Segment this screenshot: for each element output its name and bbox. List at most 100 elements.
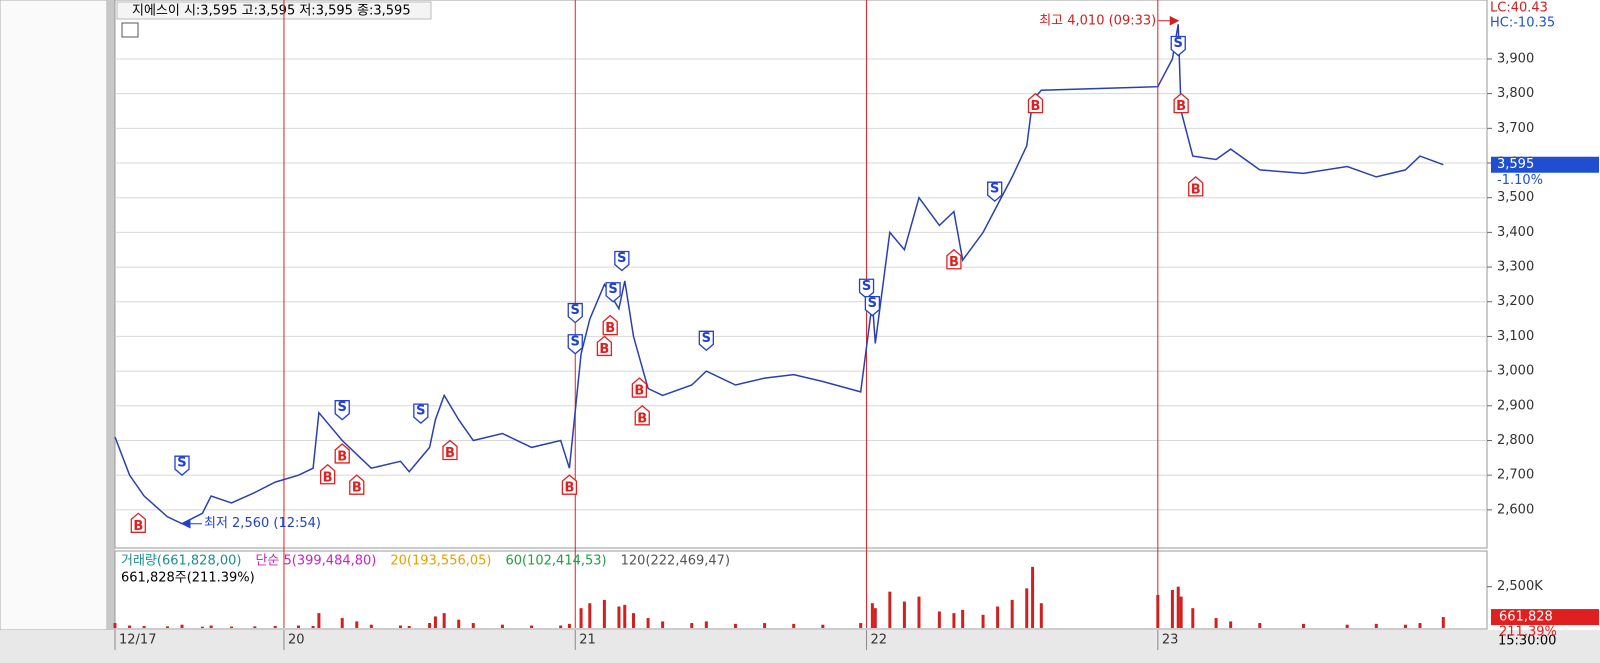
y-tick-label: 3,300 (1497, 260, 1534, 275)
volume-bar (1345, 624, 1349, 628)
signal-label: B (634, 384, 644, 399)
x-tick-label: 22 (871, 633, 888, 648)
signal-marker (605, 282, 621, 303)
volume-bar (273, 626, 277, 628)
last-price-change: -1.10% (1497, 173, 1543, 188)
volume-bar (646, 618, 650, 628)
x-tick-label: 12/17 (119, 633, 156, 648)
volume-bar (961, 609, 965, 628)
volume-bar (617, 606, 621, 628)
hc-label: HC:-10.35 (1490, 16, 1555, 31)
volume-bar (180, 624, 184, 628)
y-tick-label: 2,800 (1497, 433, 1534, 448)
volume-bar (704, 621, 708, 628)
signal-marker (334, 400, 350, 421)
volume-bar (471, 623, 475, 628)
annotation: 최저 2,560 (12:54) (204, 516, 321, 531)
volume-bar (113, 623, 117, 628)
signal-marker (631, 377, 647, 398)
volume-bar (500, 624, 504, 628)
y-tick-label: 3,900 (1497, 51, 1534, 66)
volume-legend: 거래량(661,828,00) (121, 554, 241, 569)
y-tick-label: 2,700 (1497, 468, 1534, 483)
volume-bar (623, 604, 627, 628)
volume-bar (230, 626, 234, 628)
volume-bar (1039, 603, 1043, 628)
y-tick-label: 3,100 (1497, 329, 1534, 344)
signal-marker (130, 512, 146, 533)
signal-marker (567, 334, 583, 355)
signal-label: S (571, 303, 580, 318)
signal-marker (987, 181, 1003, 203)
volume-bar (733, 623, 737, 628)
volume-bar (1441, 617, 1445, 628)
signal-label: B (605, 321, 615, 336)
volume-bar (1229, 621, 1233, 628)
volume-legend: 20(193,556,05) (390, 554, 491, 569)
price-panel (114, 0, 1488, 549)
volume-bar (1031, 566, 1035, 628)
volume-bar (917, 596, 921, 628)
volume-bar (661, 621, 665, 628)
x-tick-label: 23 (1162, 633, 1179, 648)
volume-last-box (1491, 609, 1599, 626)
volume-bar (902, 601, 906, 628)
signal-label: B (599, 342, 609, 357)
volume-bar (1010, 599, 1014, 628)
signal-label: B (445, 446, 455, 461)
volume-bar (297, 625, 301, 628)
volume-last-ratio: 211.39% (1499, 625, 1557, 640)
volume-bar (792, 623, 796, 628)
volume-bar (567, 623, 571, 628)
signal-label: S (177, 456, 186, 471)
volume-last-label: 661,828 (1499, 610, 1553, 625)
signal-marker (864, 295, 881, 317)
signal-label: S (1174, 36, 1183, 51)
x-tick-label: 21 (579, 633, 596, 648)
lc-label: LC:40.43 (1490, 1, 1548, 16)
volume-bar (369, 624, 373, 628)
volume-legend: 60(102,414,53) (506, 554, 607, 569)
signal-marker (698, 330, 714, 352)
volume-bar (952, 613, 956, 628)
volume-legend: 단순 5(399,484,80) (255, 554, 376, 569)
volume-bar (355, 621, 359, 628)
time-label: 15:30:00 (1498, 634, 1556, 649)
signal-marker (349, 474, 365, 495)
signal-label: S (702, 331, 711, 346)
y-tick-label: 2,900 (1497, 398, 1534, 413)
volume-bar (433, 616, 437, 628)
volume-bar (632, 613, 636, 628)
volume-bar (1258, 623, 1262, 628)
y-tick-label: 3,000 (1497, 364, 1534, 379)
volume-bar (1156, 594, 1160, 628)
y-tick-label: 3,500 (1497, 190, 1534, 205)
signal-label: S (416, 404, 425, 419)
last-price-box (1491, 156, 1599, 173)
volume-bar (457, 619, 461, 628)
volume-panel (114, 550, 1488, 630)
grid-icon[interactable] (121, 22, 139, 38)
annotation-arrow (1158, 16, 1180, 26)
volume-bar (128, 625, 132, 628)
signal-label: B (352, 481, 362, 496)
signal-marker (1188, 176, 1204, 197)
signal-marker (1170, 35, 1186, 57)
volume-bar (602, 599, 606, 628)
volume-bar (1170, 590, 1174, 628)
signal-marker (174, 455, 190, 477)
signal-marker (413, 403, 429, 424)
signal-label: S (868, 296, 877, 311)
volume-bar (763, 623, 767, 628)
volume-bar (311, 626, 315, 628)
volume-bar (559, 625, 563, 628)
volume-bar (165, 626, 169, 628)
volume-bar (821, 624, 825, 628)
volume-bar (690, 623, 694, 628)
signal-label: S (862, 279, 871, 294)
volume-bar (888, 591, 892, 628)
signal-marker (596, 335, 613, 357)
last-price-label: 3,595 (1497, 157, 1534, 172)
